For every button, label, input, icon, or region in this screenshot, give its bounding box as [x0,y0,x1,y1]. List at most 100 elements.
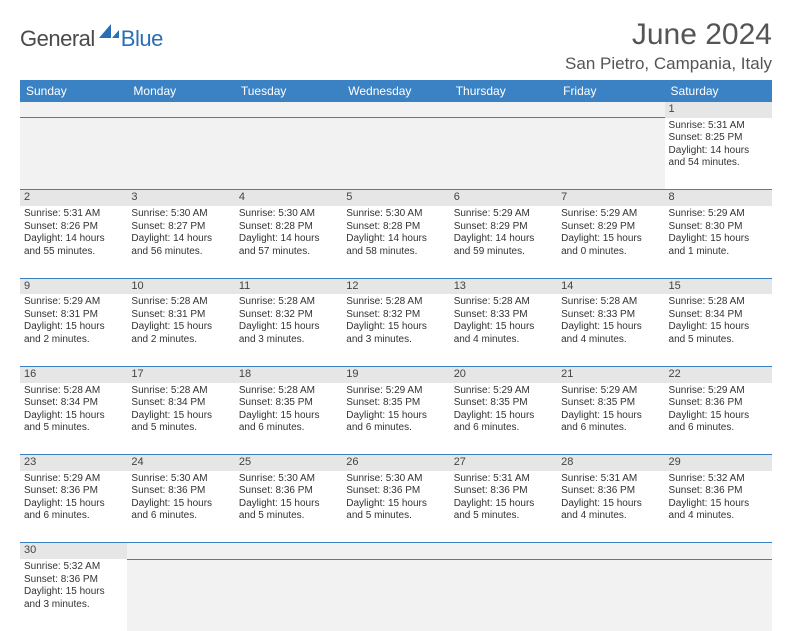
day-number: 16 [20,366,127,382]
day-number: 10 [127,278,234,294]
sunset-line: Sunset: 8:29 PM [561,221,660,234]
empty-cell [450,102,557,118]
day-number: 6 [450,190,557,206]
empty-cell [342,543,449,559]
daylight-line: Daylight: 15 hours and 6 minutes. [239,410,338,435]
day-cell: Sunrise: 5:28 AMSunset: 8:32 PMDaylight:… [342,294,449,366]
daynum-row: 9101112131415 [20,278,772,294]
day-number: 22 [665,366,772,382]
daynum-row: 16171819202122 [20,366,772,382]
daylight-line: Daylight: 15 hours and 3 minutes. [24,586,123,611]
daylight-line: Daylight: 14 hours and 54 minutes. [669,145,768,170]
sunset-line: Sunset: 8:25 PM [669,132,768,145]
daylight-line: Daylight: 14 hours and 56 minutes. [131,233,230,258]
day-number: 29 [665,455,772,471]
sunrise-line: Sunrise: 5:32 AM [24,561,123,574]
sunset-line: Sunset: 8:28 PM [346,221,445,234]
daynum-row: 23242526272829 [20,455,772,471]
daylight-line: Daylight: 15 hours and 5 minutes. [346,498,445,523]
sunrise-line: Sunrise: 5:29 AM [454,385,553,398]
location-subtitle: San Pietro, Campania, Italy [565,54,772,74]
day-cell: Sunrise: 5:30 AMSunset: 8:36 PMDaylight:… [235,471,342,543]
sunrise-line: Sunrise: 5:31 AM [561,473,660,486]
daylight-line: Daylight: 14 hours and 55 minutes. [24,233,123,258]
sunset-line: Sunset: 8:33 PM [454,309,553,322]
day-number: 4 [235,190,342,206]
day-number: 7 [557,190,664,206]
week-row: Sunrise: 5:29 AMSunset: 8:36 PMDaylight:… [20,471,772,543]
day-number: 2 [20,190,127,206]
sunset-line: Sunset: 8:36 PM [239,485,338,498]
calendar-head: SundayMondayTuesdayWednesdayThursdayFrid… [20,80,772,102]
daylight-line: Daylight: 15 hours and 6 minutes. [669,410,768,435]
day-header: Monday [127,80,234,102]
sunrise-line: Sunrise: 5:32 AM [669,473,768,486]
title-block: June 2024 San Pietro, Campania, Italy [565,18,772,74]
daylight-line: Daylight: 15 hours and 5 minutes. [239,498,338,523]
empty-cell [235,543,342,559]
daylight-line: Daylight: 14 hours and 59 minutes. [454,233,553,258]
day-number: 8 [665,190,772,206]
sunrise-line: Sunrise: 5:28 AM [239,296,338,309]
empty-cell [127,559,234,631]
week-row: Sunrise: 5:31 AMSunset: 8:26 PMDaylight:… [20,206,772,278]
sunset-line: Sunset: 8:36 PM [24,485,123,498]
sunrise-line: Sunrise: 5:28 AM [24,385,123,398]
empty-cell [127,543,234,559]
day-number: 3 [127,190,234,206]
month-title: June 2024 [565,18,772,52]
sunset-line: Sunset: 8:32 PM [239,309,338,322]
day-cell: Sunrise: 5:28 AMSunset: 8:34 PMDaylight:… [127,383,234,455]
empty-cell [235,559,342,631]
calendar-table: SundayMondayTuesdayWednesdayThursdayFrid… [20,80,772,631]
sunset-line: Sunset: 8:34 PM [24,397,123,410]
day-cell: Sunrise: 5:29 AMSunset: 8:30 PMDaylight:… [665,206,772,278]
sunrise-line: Sunrise: 5:29 AM [561,385,660,398]
day-cell: Sunrise: 5:29 AMSunset: 8:29 PMDaylight:… [450,206,557,278]
sunset-line: Sunset: 8:31 PM [131,309,230,322]
day-cell: Sunrise: 5:29 AMSunset: 8:36 PMDaylight:… [20,471,127,543]
empty-cell [450,118,557,190]
daynum-row: 30 [20,543,772,559]
day-cell: Sunrise: 5:28 AMSunset: 8:32 PMDaylight:… [235,294,342,366]
sunrise-line: Sunrise: 5:30 AM [346,208,445,221]
sunset-line: Sunset: 8:36 PM [454,485,553,498]
daylight-line: Daylight: 15 hours and 0 minutes. [561,233,660,258]
day-cell: Sunrise: 5:31 AMSunset: 8:26 PMDaylight:… [20,206,127,278]
day-cell: Sunrise: 5:30 AMSunset: 8:36 PMDaylight:… [342,471,449,543]
day-cell: Sunrise: 5:28 AMSunset: 8:31 PMDaylight:… [127,294,234,366]
sunset-line: Sunset: 8:36 PM [669,397,768,410]
day-number: 11 [235,278,342,294]
day-number: 1 [665,102,772,118]
brand-text-blue: Blue [121,26,163,52]
sunrise-line: Sunrise: 5:29 AM [24,473,123,486]
sunrise-line: Sunrise: 5:29 AM [24,296,123,309]
week-row: Sunrise: 5:31 AMSunset: 8:25 PMDaylight:… [20,118,772,190]
day-cell: Sunrise: 5:29 AMSunset: 8:35 PMDaylight:… [450,383,557,455]
daylight-line: Daylight: 15 hours and 6 minutes. [131,498,230,523]
daylight-line: Daylight: 15 hours and 6 minutes. [561,410,660,435]
sunrise-line: Sunrise: 5:30 AM [131,208,230,221]
day-cell: Sunrise: 5:28 AMSunset: 8:34 PMDaylight:… [20,383,127,455]
day-number: 17 [127,366,234,382]
sunset-line: Sunset: 8:30 PM [669,221,768,234]
day-number: 21 [557,366,664,382]
day-cell: Sunrise: 5:28 AMSunset: 8:33 PMDaylight:… [557,294,664,366]
sail-icon [99,24,119,45]
day-cell: Sunrise: 5:30 AMSunset: 8:28 PMDaylight:… [342,206,449,278]
sunrise-line: Sunrise: 5:30 AM [346,473,445,486]
day-number: 12 [342,278,449,294]
header: General Blue June 2024 San Pietro, Campa… [20,18,772,74]
empty-cell [665,559,772,631]
sunset-line: Sunset: 8:35 PM [454,397,553,410]
daylight-line: Daylight: 15 hours and 2 minutes. [24,321,123,346]
day-cell: Sunrise: 5:32 AMSunset: 8:36 PMDaylight:… [665,471,772,543]
daylight-line: Daylight: 15 hours and 6 minutes. [346,410,445,435]
sunrise-line: Sunrise: 5:28 AM [561,296,660,309]
empty-cell [450,559,557,631]
daylight-line: Daylight: 15 hours and 5 minutes. [669,321,768,346]
day-number: 13 [450,278,557,294]
day-header: Tuesday [235,80,342,102]
sunrise-line: Sunrise: 5:28 AM [346,296,445,309]
empty-cell [557,118,664,190]
